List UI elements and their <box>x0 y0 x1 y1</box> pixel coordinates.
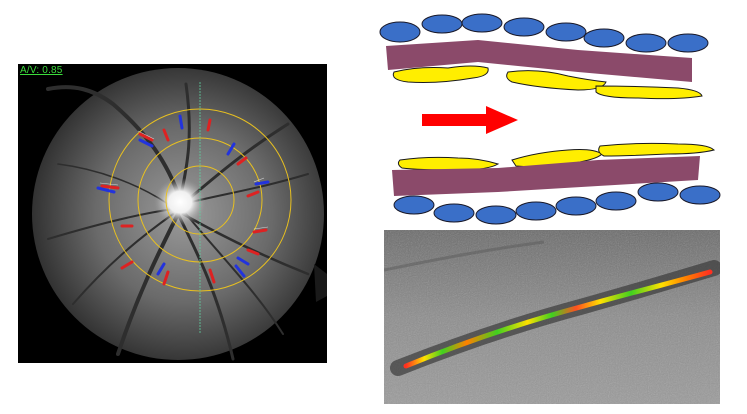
bottom-vessel-band <box>392 156 700 196</box>
top-yellow-cells <box>392 65 703 100</box>
marker-outlines <box>99 130 269 230</box>
bottom-blue-cells <box>393 182 721 225</box>
vessel-schematic <box>378 10 728 225</box>
artery-markers <box>100 118 268 286</box>
optic-disc <box>154 178 206 226</box>
vessel-width-map <box>384 230 720 404</box>
vessel-width-trace <box>403 269 713 369</box>
direction-arrow <box>422 106 518 134</box>
fundus-svg <box>18 64 327 363</box>
schematic-svg <box>379 13 721 225</box>
top-blue-cells <box>379 13 709 53</box>
vein-markers <box>96 114 270 278</box>
fundus-edge-notch <box>314 264 327 302</box>
av-ratio-label: A/V: 0.85 <box>20 65 63 76</box>
upper-faint-vessel <box>384 240 545 272</box>
fundus-image: A/V: 0.85 <box>18 64 327 363</box>
vessel-svg <box>384 230 720 404</box>
top-vessel-band <box>386 40 692 82</box>
